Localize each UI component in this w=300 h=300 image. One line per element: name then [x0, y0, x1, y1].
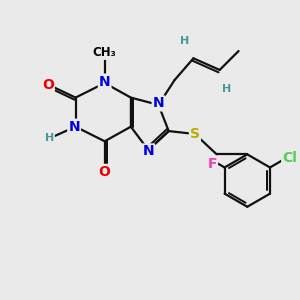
- Text: N: N: [153, 96, 164, 110]
- Text: N: N: [68, 120, 80, 134]
- Text: H: H: [180, 36, 189, 46]
- Text: H: H: [45, 134, 54, 143]
- Text: H: H: [222, 84, 232, 94]
- Text: CH₃: CH₃: [93, 46, 116, 59]
- Text: N: N: [99, 75, 110, 88]
- Text: S: S: [190, 127, 200, 141]
- Text: O: O: [42, 77, 54, 92]
- Text: F: F: [207, 157, 217, 171]
- Text: N: N: [142, 145, 154, 158]
- Text: O: O: [99, 165, 111, 179]
- Text: Cl: Cl: [282, 151, 297, 165]
